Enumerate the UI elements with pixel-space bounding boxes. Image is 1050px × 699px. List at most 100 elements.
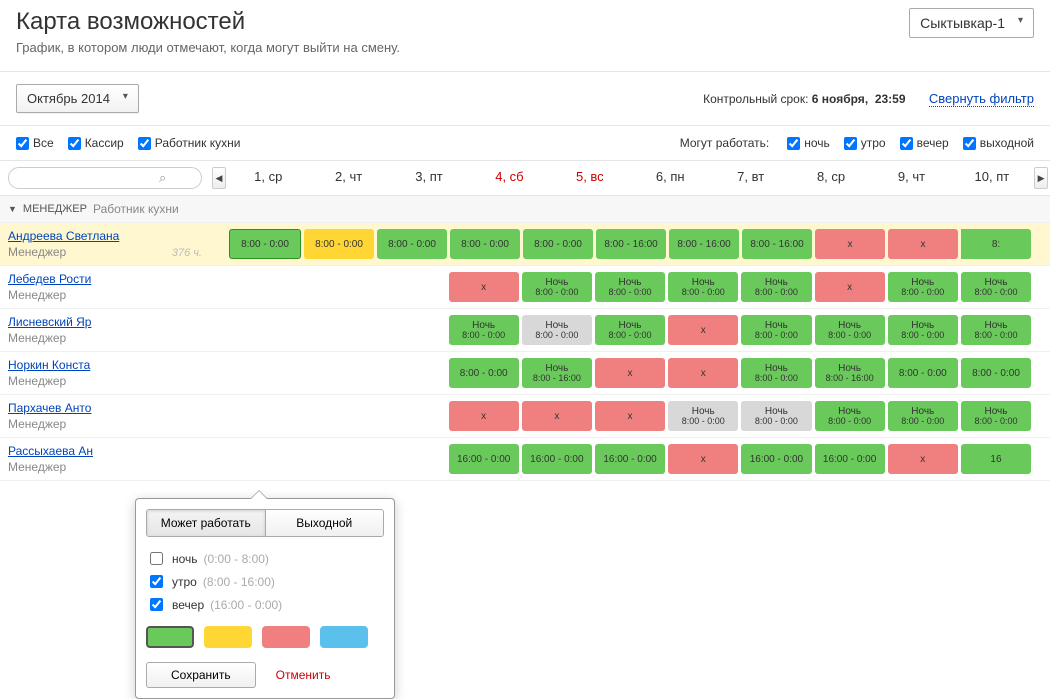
popup-morning-checkbox[interactable] xyxy=(150,575,163,588)
shift-cell[interactable]: x xyxy=(522,401,592,431)
person-link[interactable]: Пархачев Анто xyxy=(8,401,202,415)
person-link[interactable]: Рассыхаева Ан xyxy=(8,444,202,458)
filter-evening[interactable]: вечер xyxy=(900,136,949,150)
shift-cell[interactable]: Ночь8:00 - 0:00 xyxy=(961,401,1031,431)
shift-cell[interactable]: Ночь8:00 - 0:00 xyxy=(595,272,665,302)
swatch-blue[interactable] xyxy=(320,626,368,648)
filter-kitchen-checkbox[interactable] xyxy=(138,137,151,150)
shift-cell[interactable]: x xyxy=(595,358,665,388)
shift-cell[interactable]: 8:00 - 16:00 xyxy=(596,229,666,259)
filter-all[interactable]: Все xyxy=(16,136,54,150)
filter-dayoff-checkbox[interactable] xyxy=(963,137,976,150)
shift-cell[interactable]: Ночь8:00 - 0:00 xyxy=(449,315,519,345)
empty-cell xyxy=(375,272,445,302)
cell-line2: 8:00 - 0:00 xyxy=(974,288,1017,298)
shift-cell[interactable]: Ночь8:00 - 0:00 xyxy=(815,401,885,431)
filter-dayoff[interactable]: выходной xyxy=(963,136,1034,150)
shift-cell[interactable]: 16:00 - 0:00 xyxy=(522,444,592,474)
shift-cell[interactable]: Ночь8:00 - 0:00 xyxy=(668,401,738,431)
filter-morning-checkbox[interactable] xyxy=(844,137,857,150)
cell-line2: 8:00 - 0:00 xyxy=(828,417,871,427)
person-link[interactable]: Лебедев Рости xyxy=(8,272,202,286)
shift-cell[interactable]: Ночь8:00 - 0:00 xyxy=(741,358,811,388)
popup-save-button[interactable]: Сохранить xyxy=(146,662,256,688)
person-link[interactable]: Лисневский Яр xyxy=(8,315,202,329)
shift-cell[interactable]: Ночь8:00 - 0:00 xyxy=(888,401,958,431)
shift-cell[interactable]: 8:00 - 0:00 xyxy=(377,229,447,259)
shift-cell[interactable]: Ночь8:00 - 0:00 xyxy=(961,272,1031,302)
shift-cell[interactable]: x xyxy=(888,229,958,259)
filter-cashier[interactable]: Кассир xyxy=(68,136,124,150)
swatch-green[interactable] xyxy=(146,626,194,648)
shift-cell[interactable]: x xyxy=(815,272,885,302)
cell-line1: 16:00 - 0:00 xyxy=(530,454,583,465)
shift-cell[interactable]: Ночь8:00 - 0:00 xyxy=(741,315,811,345)
filter-night-checkbox[interactable] xyxy=(787,137,800,150)
filter-evening-checkbox[interactable] xyxy=(900,137,913,150)
filter-kitchen[interactable]: Работник кухни xyxy=(138,136,241,150)
shift-cell[interactable]: Ночь8:00 - 16:00 xyxy=(815,358,885,388)
shift-cell[interactable]: 8:00 - 16:00 xyxy=(742,229,812,259)
shift-cell[interactable]: 8:00 - 0:00 xyxy=(888,358,958,388)
search-wrap[interactable]: ⌕ xyxy=(8,167,202,189)
shift-cell[interactable]: x xyxy=(449,272,519,302)
month-select[interactable]: Октябрь 2014 xyxy=(16,84,139,113)
shift-cell[interactable]: 8:00 - 0:00 xyxy=(523,229,593,259)
deadline-text: Контрольный срок: 6 ноября, 23:59 xyxy=(703,92,909,106)
filter-night[interactable]: ночь xyxy=(787,136,830,150)
shift-cell[interactable]: Ночь8:00 - 0:00 xyxy=(522,315,592,345)
location-select[interactable]: Сыктывкар-1 xyxy=(909,8,1034,38)
shift-cell[interactable]: Ночь8:00 - 0:00 xyxy=(815,315,885,345)
shift-cell[interactable]: Ночь8:00 - 0:00 xyxy=(522,272,592,302)
shift-cell[interactable]: 16:00 - 0:00 xyxy=(595,444,665,474)
popup-cancel-link[interactable]: Отменить xyxy=(276,668,331,682)
person-link[interactable]: Норкин Конста xyxy=(8,358,202,372)
filter-morning[interactable]: утро xyxy=(844,136,886,150)
scroll-left-button[interactable]: ◀ xyxy=(212,167,226,189)
shift-cell[interactable]: x xyxy=(668,444,738,474)
empty-cell xyxy=(302,315,372,345)
shift-cell[interactable]: 8: xyxy=(961,229,1031,259)
shift-cell[interactable]: Ночь8:00 - 0:00 xyxy=(888,315,958,345)
person-role: Менеджер xyxy=(8,374,202,388)
swatch-red[interactable] xyxy=(262,626,310,648)
shift-cell[interactable]: Ночь8:00 - 0:00 xyxy=(961,315,1031,345)
shift-cell[interactable]: 8:00 - 0:00 xyxy=(450,229,520,259)
popup-tab-off[interactable]: Выходной xyxy=(266,510,384,536)
popup-night-checkbox[interactable] xyxy=(150,552,163,565)
shift-cell[interactable]: Ночь8:00 - 0:00 xyxy=(595,315,665,345)
group-row[interactable]: ▼ МЕНЕДЖЕР Работник кухни xyxy=(0,196,1050,223)
shift-cell[interactable]: 16:00 - 0:00 xyxy=(449,444,519,474)
shift-cell[interactable]: Ночь8:00 - 0:00 xyxy=(741,272,811,302)
shift-cell[interactable]: Ночь8:00 - 16:00 xyxy=(522,358,592,388)
shift-filter-label: Могут работать: xyxy=(680,136,770,150)
swatch-yellow[interactable] xyxy=(204,626,252,648)
shift-cell[interactable]: Ночь8:00 - 0:00 xyxy=(888,272,958,302)
filter-all-checkbox[interactable] xyxy=(16,137,29,150)
shift-cell[interactable]: 8:00 - 0:00 xyxy=(304,229,374,259)
shift-cell[interactable]: 8:00 - 0:00 xyxy=(449,358,519,388)
shift-cell[interactable]: 16 xyxy=(961,444,1031,474)
shift-cell[interactable]: 8:00 - 0:00 xyxy=(961,358,1031,388)
shift-cell[interactable]: x xyxy=(668,358,738,388)
shift-cell[interactable]: 16:00 - 0:00 xyxy=(815,444,885,474)
shift-cell[interactable]: x xyxy=(815,229,885,259)
shift-cell[interactable]: x xyxy=(668,315,738,345)
filter-cashier-checkbox[interactable] xyxy=(68,137,81,150)
shift-cell[interactable]: x xyxy=(888,444,958,474)
shift-cell[interactable]: 8:00 - 0:00 xyxy=(229,229,301,259)
search-input[interactable] xyxy=(19,170,159,186)
shift-cell[interactable]: x xyxy=(449,401,519,431)
scroll-right-button[interactable]: ▶ xyxy=(1034,167,1048,189)
shift-cell[interactable]: Ночь8:00 - 0:00 xyxy=(668,272,738,302)
shift-cell[interactable]: Ночь8:00 - 0:00 xyxy=(741,401,811,431)
person-link[interactable]: Андреева Светлана xyxy=(8,229,202,243)
shift-cell[interactable]: 16:00 - 0:00 xyxy=(741,444,811,474)
shift-cell[interactable]: 8:00 - 16:00 xyxy=(669,229,739,259)
cell-line1: 16:00 - 0:00 xyxy=(457,454,510,465)
fold-filter-link[interactable]: Свернуть фильтр xyxy=(929,91,1034,107)
popup-evening-checkbox[interactable] xyxy=(150,598,163,611)
popup-tab-work[interactable]: Может работать xyxy=(147,510,266,536)
shift-cell[interactable]: x xyxy=(595,401,665,431)
filter-morning-label: утро xyxy=(861,136,886,150)
